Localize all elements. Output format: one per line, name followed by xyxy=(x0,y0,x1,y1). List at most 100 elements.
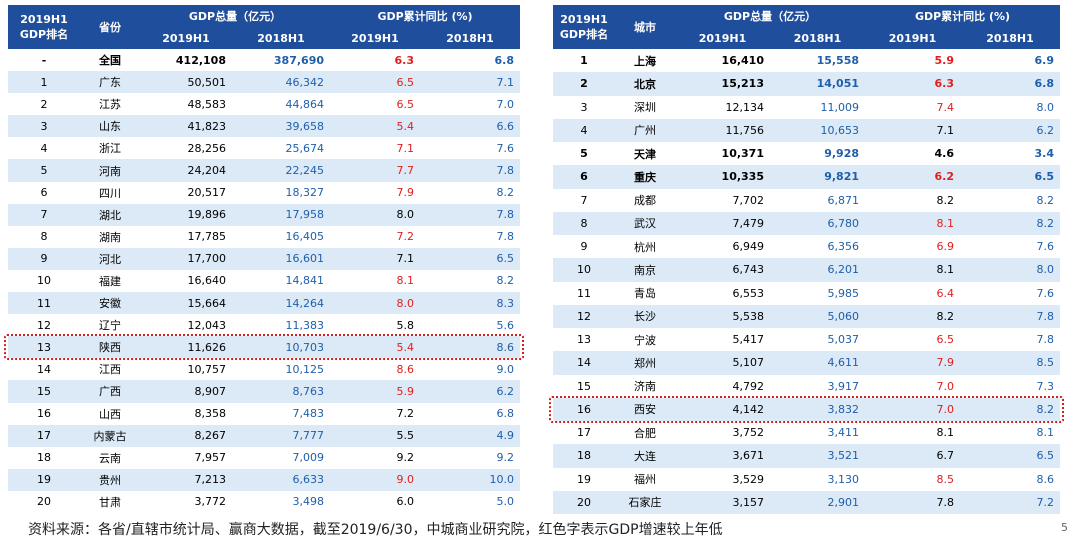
region: 石家庄 xyxy=(615,490,675,514)
growth-2019h1: 9.0 xyxy=(330,468,421,491)
growth-2019h1: 7.0 xyxy=(865,397,961,421)
table-row: 8 武汉 7,479 6,780 8.1 8.2 xyxy=(553,211,1061,235)
gdp-2018h1: 11,383 xyxy=(285,318,325,332)
gdp-2018h1: 10,125 xyxy=(285,362,325,376)
table-row: - 全国 412,108 387,690 6.3 6.8 xyxy=(8,49,520,71)
gdp-2018h1: 10,703 xyxy=(232,336,331,359)
region: 宁波 xyxy=(634,333,656,347)
name-header: 省份 xyxy=(80,5,140,49)
rank: 12 xyxy=(37,318,51,332)
growth-2019h1: 8.5 xyxy=(936,472,955,486)
growth-2019h1: 7.7 xyxy=(330,159,421,182)
gdp-2018h1: 4,611 xyxy=(770,351,866,375)
growth-2019h1: 4.6 xyxy=(934,147,955,161)
rank: 3 xyxy=(580,100,588,114)
region: 广西 xyxy=(80,380,140,403)
growth-2018h1: 9.2 xyxy=(496,451,515,465)
region: 青岛 xyxy=(634,287,656,301)
region: 成都 xyxy=(634,194,656,208)
growth-2019h1: 6.2 xyxy=(865,165,961,189)
gdp-2018h1: 7,777 xyxy=(232,424,331,447)
growth-2018h1: 7.8 xyxy=(496,230,515,244)
gdp-2018h1: 15,558 xyxy=(816,54,860,68)
sub-header: 2019H1 xyxy=(140,27,232,49)
gdp-2018h1: 5,037 xyxy=(827,333,860,347)
growth-2019h1: 6.9 xyxy=(936,240,955,254)
growth-2018h1: 6.2 xyxy=(420,380,521,403)
table-row: 18 云南 7,957 7,009 9.2 9.2 xyxy=(8,447,520,469)
rank: 18 xyxy=(553,444,615,468)
growth-2019h1: 6.5 xyxy=(936,333,955,347)
gdp-2019h1: 6,949 xyxy=(732,240,765,254)
gdp-2019h1: 20,517 xyxy=(187,186,227,200)
rank: 20 xyxy=(37,495,51,509)
table-row: 19 贵州 7,213 6,633 9.0 10.0 xyxy=(8,468,521,491)
gdp-2018h1: 3,130 xyxy=(827,472,860,486)
table-row: 7 成都 7,702 6,871 8.2 8.2 xyxy=(553,189,1060,212)
growth-2018h1: 8.2 xyxy=(496,186,515,200)
group-header: GDP总量（亿元） xyxy=(140,5,331,27)
gdp-2019h1: 8,907 xyxy=(140,380,232,403)
gdp-2018h1: 44,864 xyxy=(285,97,325,111)
table-header: 2019H1 GDP排名 城市 GDP总量（亿元） GDP累计同比 (%) 2019H1 2… xyxy=(553,5,1061,49)
region: 云南 xyxy=(99,451,121,465)
header-line: 2019H1 xyxy=(560,12,608,26)
gdp-2019h1: 7,479 xyxy=(675,211,770,235)
table-row: 10 福建 16,640 14,841 8.1 8.2 xyxy=(8,270,520,292)
gdp-2019h1: 16,640 xyxy=(187,274,227,288)
region: 郑州 xyxy=(615,351,675,375)
rank: 11 xyxy=(577,286,591,300)
growth-2018h1: 8.2 xyxy=(960,397,1061,421)
region: 山西 xyxy=(99,407,121,421)
rank: 20 xyxy=(553,490,615,514)
rank: 19 xyxy=(8,468,80,491)
gdp-2019h1: 7,702 xyxy=(732,193,765,207)
rank-header: 2019H1 GDP排名 xyxy=(8,5,80,49)
gdp-2018h1: 3,521 xyxy=(770,444,866,468)
table-row: 12 辽宁 12,043 11,383 5.8 5.6 xyxy=(8,314,520,336)
rank: 13 xyxy=(577,333,591,347)
growth-2018h1: 7.2 xyxy=(960,490,1061,514)
sub-header: 2018H1 xyxy=(770,27,866,49)
table-row: 3 山东 41,823 39,658 5.4 6.6 xyxy=(8,115,521,138)
table-row: 14 郑州 5,107 4,611 7.9 8.5 xyxy=(553,351,1061,375)
table-row: 9 河北 17,700 16,601 7.1 6.5 xyxy=(8,247,521,270)
table-row: 15 济南 4,792 3,917 7.0 7.3 xyxy=(553,375,1060,398)
growth-2018h1: 5.6 xyxy=(496,318,515,332)
gdp-2018h1: 16,601 xyxy=(232,247,331,270)
rank: 7 xyxy=(8,203,80,226)
growth-2018h1: 8.2 xyxy=(496,274,515,288)
rank: 6 xyxy=(40,186,48,200)
highlight-box xyxy=(4,334,524,361)
growth-2019h1: 6.7 xyxy=(865,444,961,468)
growth-2019h1: 7.9 xyxy=(865,351,961,375)
growth-2018h1: 6.2 xyxy=(960,118,1061,142)
region: 南京 xyxy=(615,258,675,282)
gdp-2019h1: 3,752 xyxy=(732,426,765,440)
name-header: 城市 xyxy=(615,5,675,49)
gdp-2019h1: 3,157 xyxy=(675,490,770,514)
growth-2019h1: 7.2 xyxy=(396,407,415,421)
gdp-2019h1: 10,335 xyxy=(675,165,770,189)
growth-2019h1: 7.0 xyxy=(936,379,955,393)
region: 安徽 xyxy=(80,292,140,315)
rank: 17 xyxy=(8,424,80,447)
region: 大连 xyxy=(615,444,675,468)
region: 重庆 xyxy=(615,165,675,189)
gdp-2019h1: 17,700 xyxy=(140,247,232,270)
header-row: 2019H1 GDP排名 城市 GDP总量（亿元） GDP累计同比 (%) xyxy=(553,5,1061,49)
gdp-2019h1: 15,664 xyxy=(140,292,232,315)
group-header: GDP累计同比 (%) xyxy=(330,5,521,27)
rank: 15 xyxy=(8,380,80,403)
table-row: 15 广西 8,907 8,763 5.9 6.2 xyxy=(8,380,521,403)
table-row: 14 江西 10,757 10,125 8.6 9.0 xyxy=(8,358,520,380)
growth-2019h1: 5.9 xyxy=(934,54,955,68)
region: 陕西 xyxy=(80,336,140,359)
gdp-2018h1: 25,674 xyxy=(285,141,325,155)
growth-2019h1: 5.4 xyxy=(330,115,421,138)
growth-2019h1: 8.1 xyxy=(396,274,415,288)
growth-2018h1: 8.2 xyxy=(1036,193,1055,207)
gdp-2018h1: 3,498 xyxy=(292,495,325,509)
table-row: 11 青岛 6,553 5,985 6.4 7.6 xyxy=(553,282,1060,305)
region: 广州 xyxy=(615,118,675,142)
